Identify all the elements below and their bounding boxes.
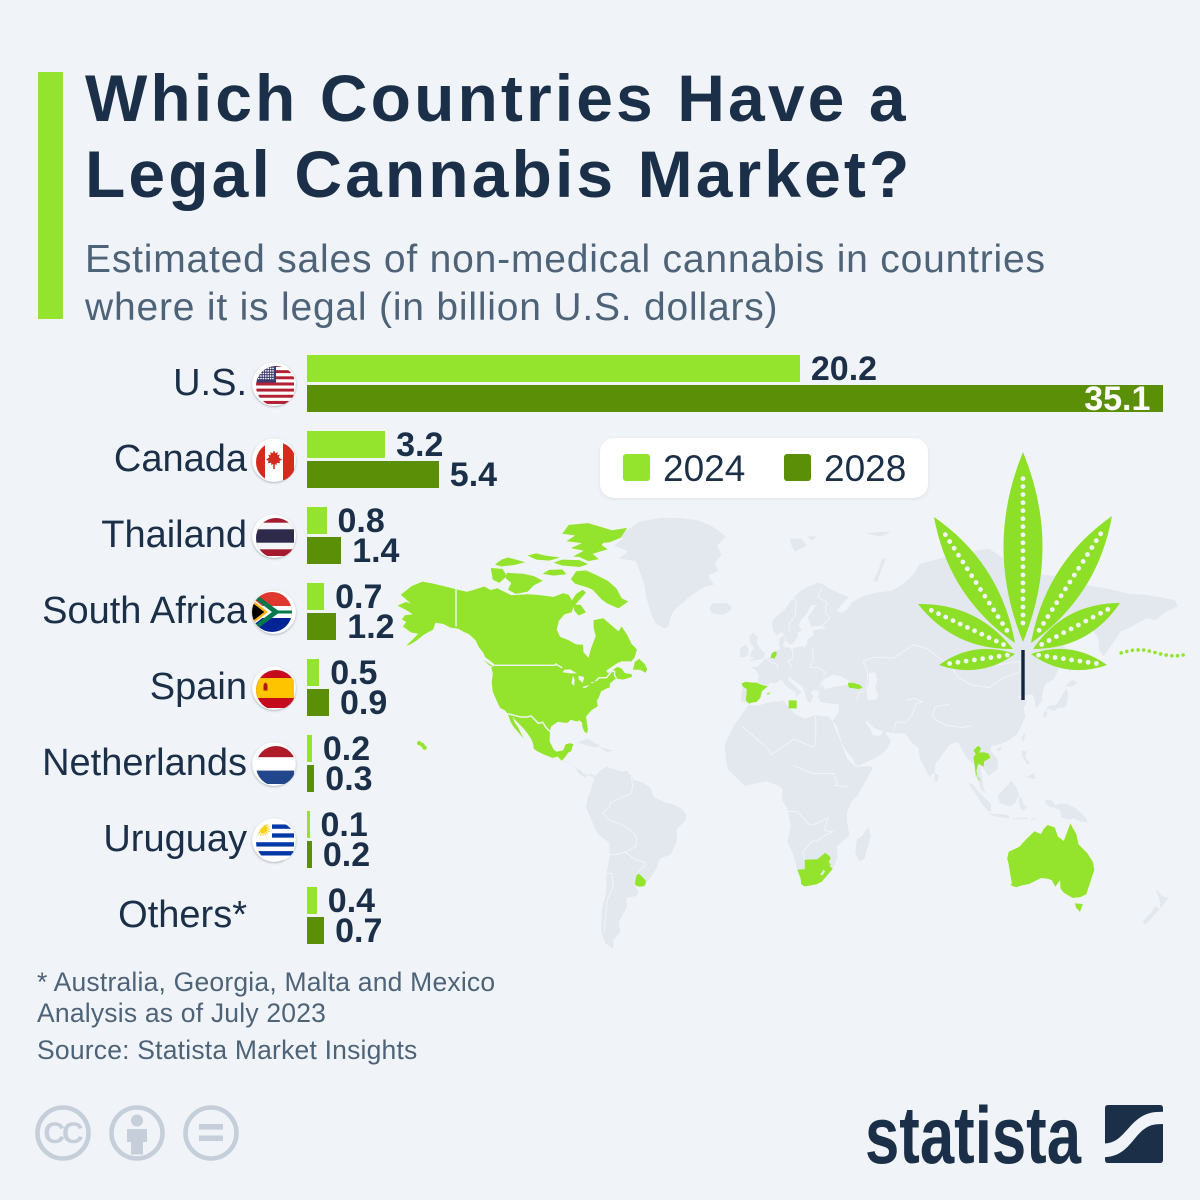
svg-text:CC: CC [43,1117,83,1150]
svg-text:statista: statista [865,1096,1082,1170]
